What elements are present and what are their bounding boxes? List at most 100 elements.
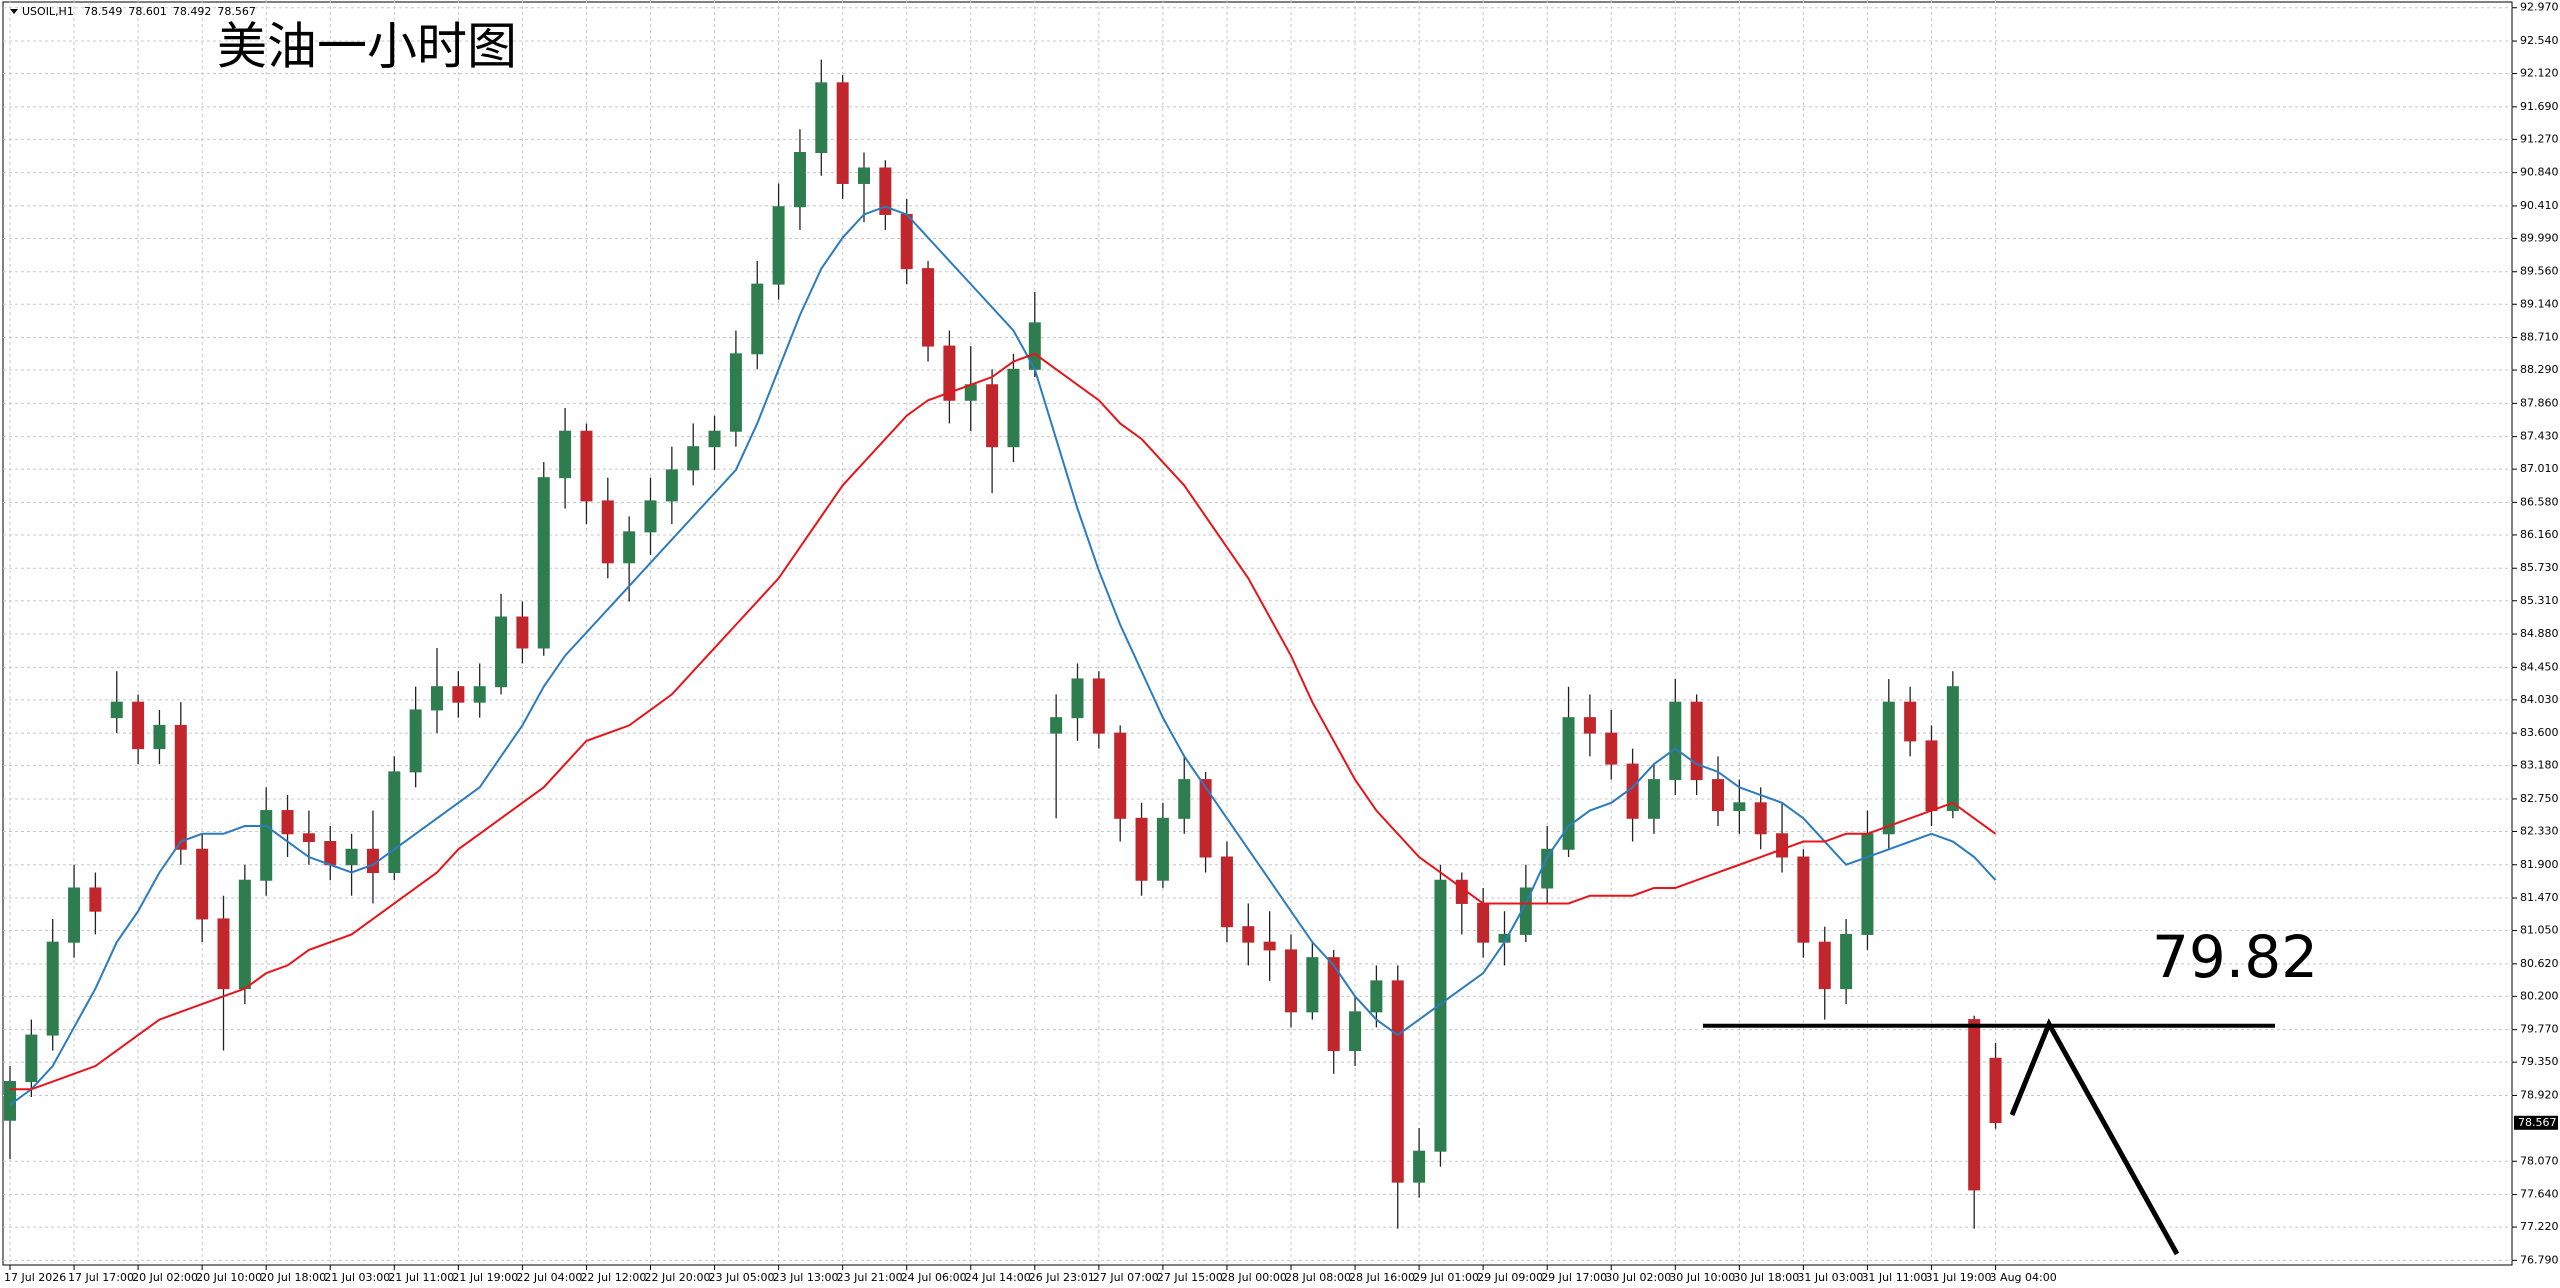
candle-body	[1818, 941, 1831, 990]
candle-body	[1306, 957, 1319, 1013]
x-tick-label: 28 Jul 08:00	[1285, 1271, 1351, 1284]
candle-body	[1647, 779, 1660, 819]
y-tick-label: 85.730	[2520, 561, 2559, 574]
y-tick-label: 78.920	[2520, 1088, 2559, 1101]
ma-line	[10, 352, 1997, 1091]
level-label: 79.82	[2152, 923, 2318, 991]
y-tick-label: 81.050	[2520, 924, 2559, 937]
candle-body	[623, 531, 636, 564]
y-tick-label: 92.120	[2520, 67, 2559, 80]
candle-body	[260, 810, 273, 881]
y-tick-label: 81.900	[2520, 858, 2559, 871]
x-tick-label: 27 Jul 07:00	[1093, 1271, 1159, 1284]
candle-body	[793, 152, 806, 208]
x-tick-label: 28 Jul 16:00	[1349, 1271, 1415, 1284]
candle-body	[751, 283, 764, 355]
x-tick-label: 29 Jul 17:00	[1541, 1271, 1607, 1284]
header-value: 78.549	[84, 5, 123, 18]
chart-title: 美油一小时图	[217, 18, 517, 76]
x-tick-label: 17 Jul 17:00	[68, 1271, 134, 1284]
y-tick-label: 77.220	[2520, 1220, 2559, 1233]
x-tick-label: 28 Jul 00:00	[1221, 1271, 1287, 1284]
y-tick-label: 89.140	[2520, 297, 2559, 310]
y-tick-label: 91.690	[2520, 100, 2559, 113]
symbol: USOIL,H1	[22, 5, 74, 18]
candle-body	[1797, 856, 1810, 943]
y-tick-label: 82.330	[2520, 824, 2559, 837]
candle-body	[1519, 887, 1532, 935]
y-tick-label: 87.430	[2520, 430, 2559, 443]
x-tick-label: 30 Jul 18:00	[1733, 1271, 1799, 1284]
x-tick-label: 23 Jul 13:00	[773, 1271, 839, 1284]
header-value: 78.601	[128, 5, 167, 18]
y-tick-label: 92.540	[2520, 34, 2559, 47]
x-tick-label: 21 Jul 11:00	[388, 1271, 454, 1284]
y-tick-label: 80.200	[2520, 989, 2559, 1002]
y-tick-label: 89.560	[2520, 265, 2559, 278]
candle-body	[1092, 678, 1105, 734]
candle-body	[1050, 717, 1063, 734]
candle-body	[1946, 686, 1959, 812]
x-tick-label: 23 Jul 05:00	[709, 1271, 775, 1284]
candle-body	[1583, 717, 1596, 734]
candle-body	[537, 477, 550, 649]
y-tick-label: 88.710	[2520, 331, 2559, 344]
candle-body	[729, 353, 742, 432]
candle-body	[452, 686, 465, 703]
candle-body	[601, 500, 614, 564]
y-tick-label: 89.990	[2520, 231, 2559, 244]
x-tick-label: 20 Jul 10:00	[196, 1271, 262, 1284]
y-tick-label: 76.790	[2520, 1253, 2559, 1266]
candle-body	[1007, 368, 1020, 448]
y-tick-label: 90.410	[2520, 199, 2559, 212]
candle-body	[687, 446, 700, 471]
candle-body	[1840, 933, 1853, 990]
candle-body	[644, 500, 657, 533]
candle-body	[1242, 926, 1255, 943]
y-tick-label: 87.860	[2520, 396, 2559, 409]
candle-body	[986, 384, 999, 448]
candle-body	[1904, 701, 1917, 742]
candle-body	[1690, 701, 1703, 781]
candle-body	[1391, 980, 1404, 1183]
candle-body	[1562, 717, 1575, 850]
candle-body	[495, 616, 508, 688]
candle-body	[1861, 833, 1874, 935]
candle-body	[46, 941, 59, 1036]
candle-body	[1541, 848, 1554, 889]
y-tick-label: 79.770	[2520, 1023, 2559, 1036]
y-tick-label: 88.290	[2520, 363, 2559, 376]
candle-body	[1071, 678, 1084, 719]
candle-body	[1477, 902, 1490, 943]
x-tick-label: 27 Jul 15:00	[1157, 1271, 1223, 1284]
x-tick-label: 24 Jul 06:00	[901, 1271, 967, 1284]
x-tick-label: 22 Jul 20:00	[645, 1271, 711, 1284]
x-tick-label: 29 Jul 01:00	[1413, 1271, 1479, 1284]
y-tick-label: 84.450	[2520, 660, 2559, 673]
candle-body	[1968, 1019, 1981, 1191]
x-tick-label: 29 Jul 09:00	[1477, 1271, 1543, 1284]
candle-body	[1669, 701, 1682, 781]
candle-body	[473, 686, 486, 703]
candle-body	[345, 848, 358, 866]
candle-body	[110, 701, 123, 719]
x-tick-label: 22 Jul 12:00	[580, 1271, 646, 1284]
candle-body	[665, 469, 678, 502]
candle-body	[281, 810, 294, 835]
menu-triangle	[10, 9, 18, 14]
candle-body	[89, 887, 102, 912]
candle-body	[922, 268, 935, 347]
x-tick-label: 20 Jul 02:00	[132, 1271, 198, 1284]
candle-body	[1605, 732, 1618, 765]
candle-body	[708, 430, 721, 448]
bid-label: 78.567	[2518, 1116, 2557, 1129]
candle-body	[1156, 817, 1169, 881]
candle-body	[559, 430, 572, 479]
header-value: 78.492	[173, 5, 212, 18]
candle-body	[1989, 1057, 2002, 1124]
candle-body	[1882, 701, 1895, 835]
candle-body	[1754, 802, 1767, 835]
ma-line	[9, 205, 1997, 1106]
candle-body	[1285, 949, 1297, 1013]
